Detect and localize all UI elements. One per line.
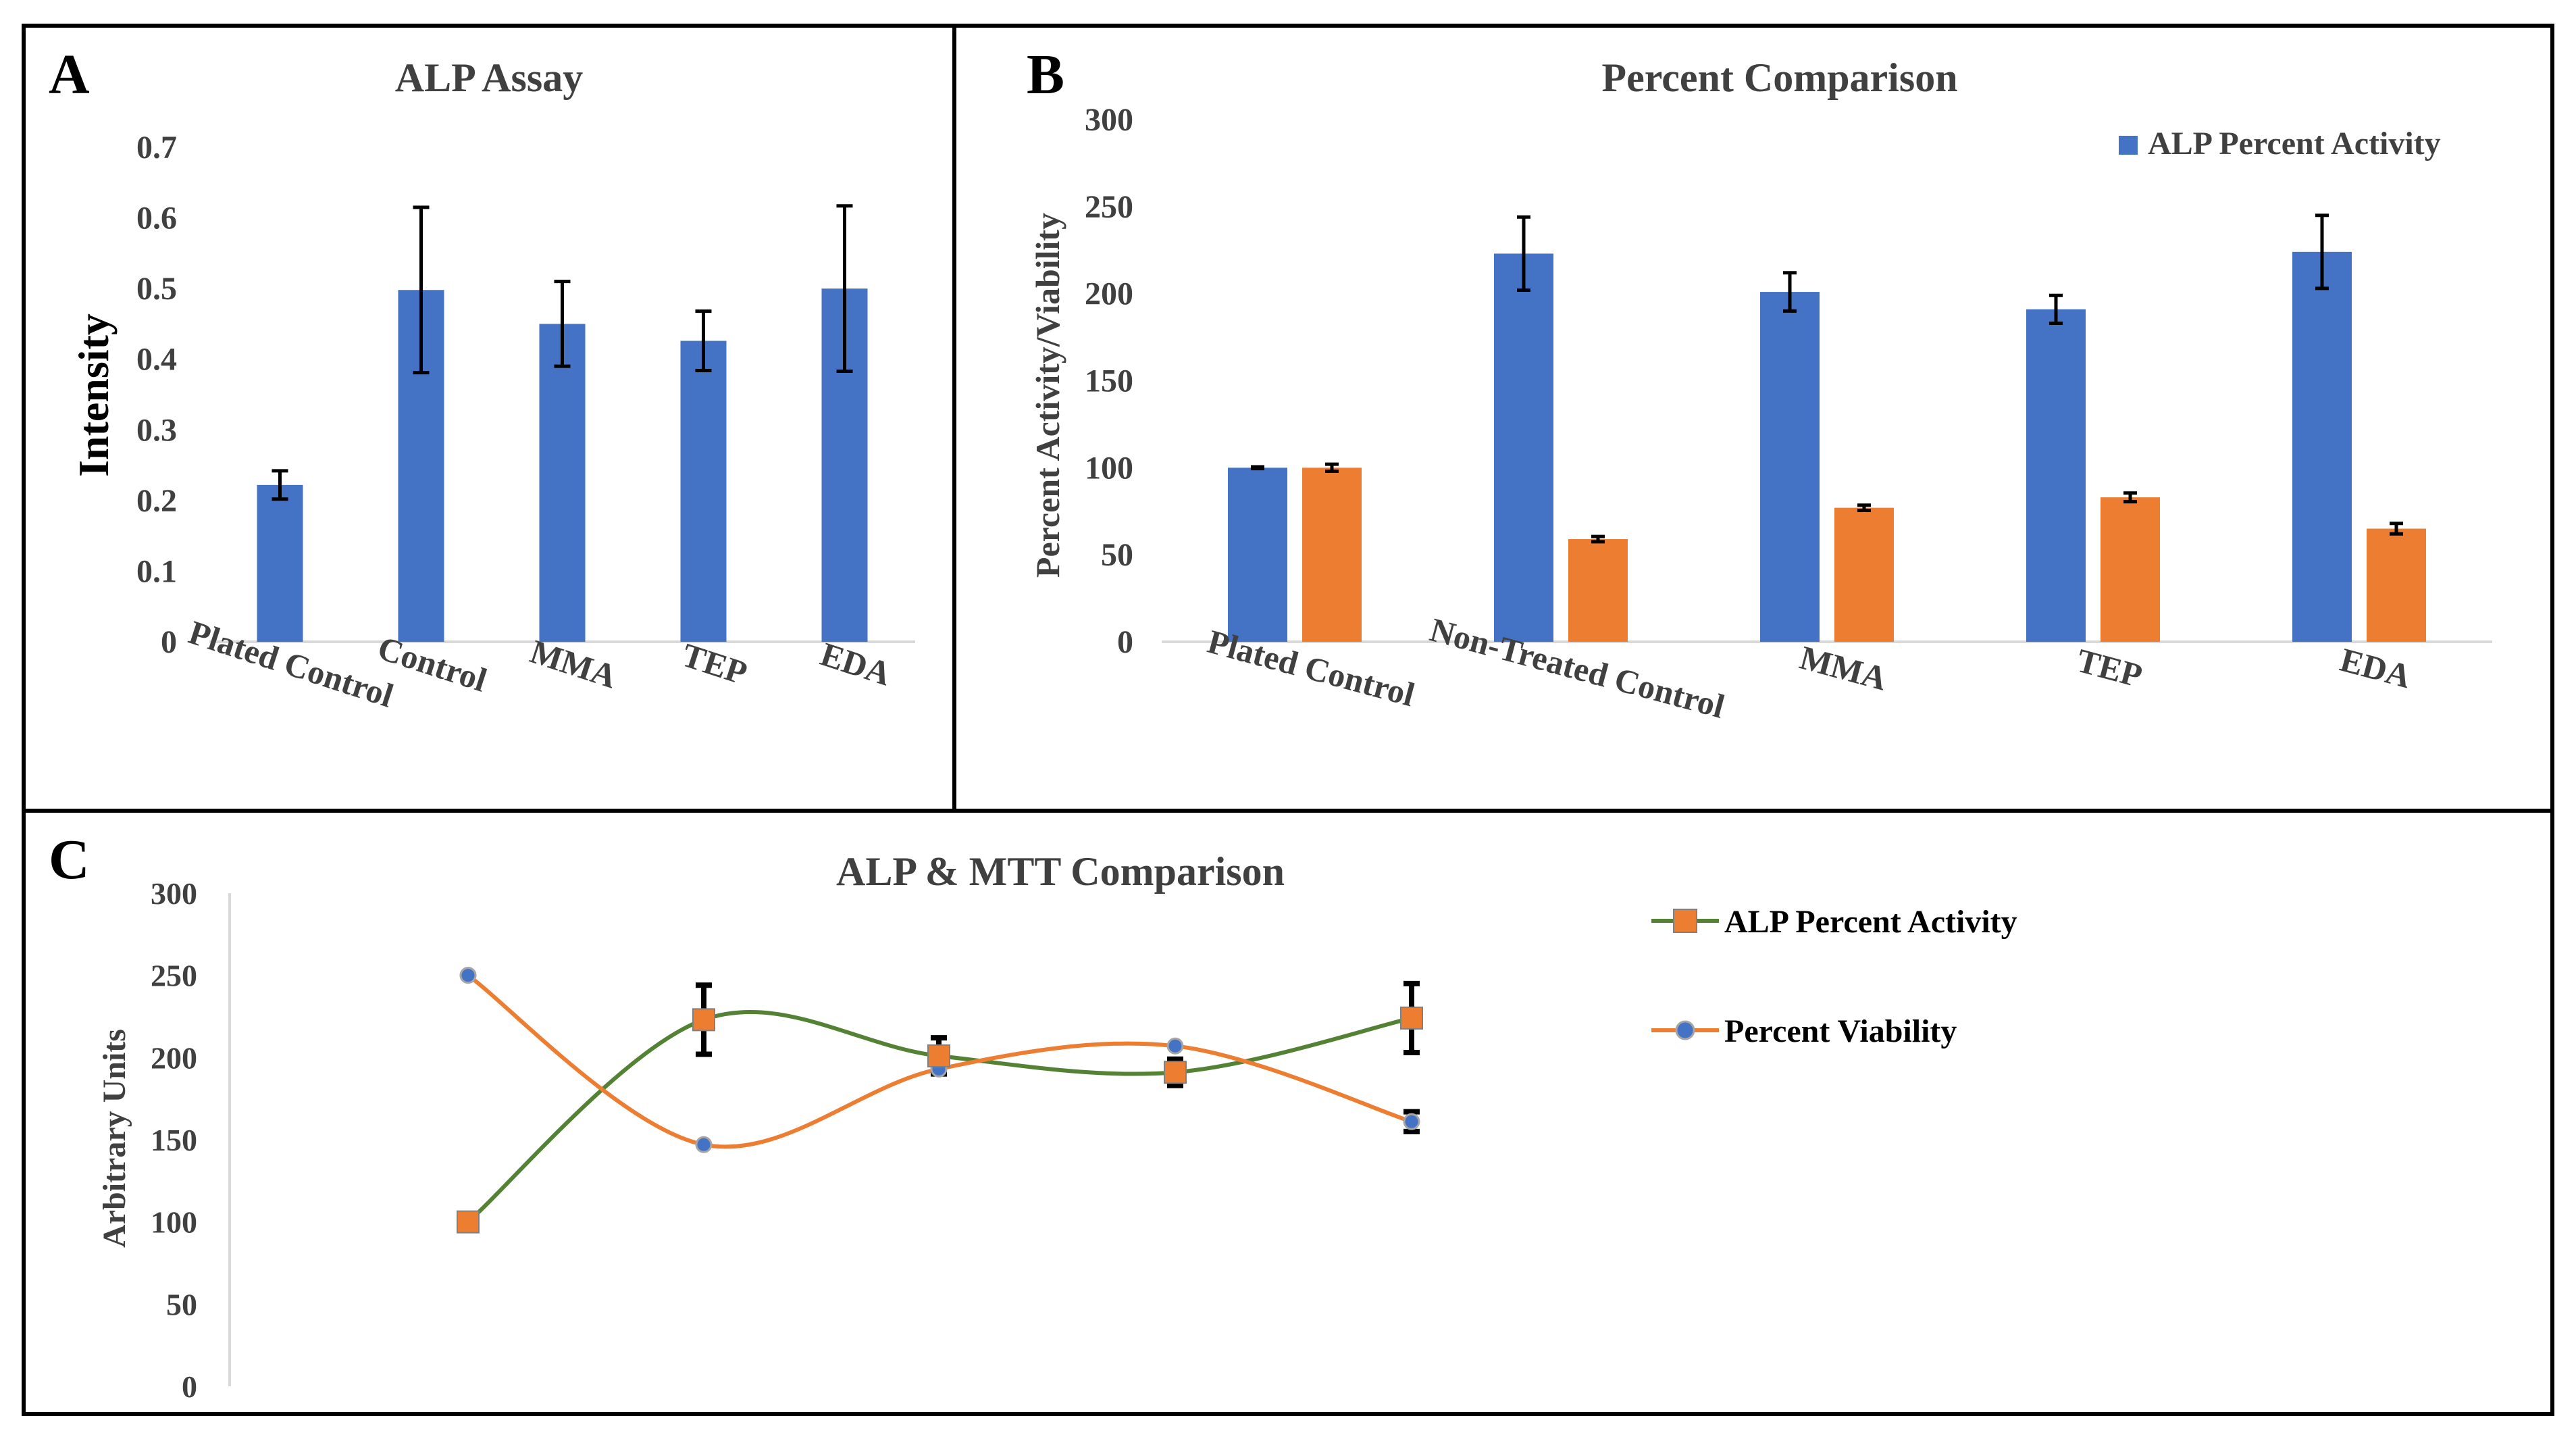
chart-c-y-ticks: 0 50 100 150 200 250 300 bbox=[151, 876, 197, 1404]
chart-c-ylabel: Arbitrary Units bbox=[97, 1029, 132, 1248]
chart-c-point-alp bbox=[1164, 1061, 1187, 1084]
chart-b-legend: ALP Percent Activity bbox=[2119, 126, 2441, 161]
chart-b-ytick-label: 100 bbox=[1085, 450, 1133, 486]
chart-a-bar bbox=[539, 324, 586, 642]
chart-b-error-bar bbox=[1591, 534, 1605, 544]
chart-a-error-bar bbox=[272, 469, 288, 501]
chart-c-ytick-label: 0 bbox=[182, 1369, 197, 1404]
chart-a-title: ALP Assay bbox=[395, 55, 583, 100]
chart-b-y-ticks: 0 50 100 150 200 250 300 bbox=[1085, 102, 1133, 660]
chart-c-ytick-label: 150 bbox=[151, 1123, 197, 1157]
chart-b-ytick-label: 50 bbox=[1101, 537, 1133, 573]
chart-b-bar-viability bbox=[2367, 528, 2426, 642]
chart-b-error-bar bbox=[2123, 491, 2137, 504]
chart-b-error-bar bbox=[2315, 213, 2329, 291]
chart-b-xtick-label: EDA bbox=[2336, 640, 2415, 695]
chart-b-title: Percent Comparison bbox=[1601, 55, 1957, 100]
chart-b-ytick-label: 250 bbox=[1085, 189, 1133, 225]
chart-a: 00.10.20.30.40.50.60.7 Plated ControlCon… bbox=[136, 130, 915, 715]
chart-c-point-alp bbox=[692, 1008, 715, 1032]
chart-c-ytick-label: 250 bbox=[151, 959, 197, 993]
chart-a-ylabel: Intensity bbox=[70, 313, 118, 477]
chart-a-ytick-label: 0.6 bbox=[136, 201, 177, 236]
chart-b-bars bbox=[1228, 213, 2426, 642]
chart-b-error-bar bbox=[2390, 522, 2403, 536]
chart-c-point-viability bbox=[459, 967, 477, 984]
chart-c-point-viability bbox=[695, 1136, 713, 1153]
chart-b-error-bar bbox=[1517, 215, 1530, 293]
chart-c-legend: ALP Percent Activity Percent Viability bbox=[1651, 904, 2017, 1049]
chart-c-point-alp bbox=[457, 1210, 480, 1234]
chart-b-bar-alp bbox=[1228, 468, 1287, 642]
chart-a-ytick-label: 0.2 bbox=[136, 483, 177, 519]
chart-a-ytick-label: 0.7 bbox=[136, 130, 177, 166]
chart-b-legend-label-alp: ALP Percent Activity bbox=[2148, 126, 2441, 161]
chart-a-error-bar bbox=[836, 204, 853, 373]
chart-b-xtick-label: TEP bbox=[2073, 641, 2146, 695]
chart-a-ytick-label: 0.5 bbox=[136, 271, 177, 307]
panel-b-letter: B bbox=[1027, 43, 1064, 106]
chart-c-legend-marker-viability bbox=[1675, 1020, 1695, 1040]
chart-a-ytick-label: 0 bbox=[161, 624, 177, 660]
chart-a-bars bbox=[257, 204, 868, 642]
chart-b-xtick-label: MMA bbox=[1796, 638, 1891, 698]
chart-c-legend-label-viability: Percent Viability bbox=[1724, 1013, 1957, 1049]
chart-b-error-bar bbox=[1325, 462, 1339, 473]
chart-a-error-bar bbox=[413, 205, 430, 375]
chart-b-bar-alp bbox=[1760, 292, 1820, 642]
chart-c-point-alp bbox=[927, 1044, 950, 1067]
chart-b-bar-alp bbox=[2292, 251, 2352, 642]
chart-b-bar-viability bbox=[2101, 497, 2160, 642]
chart-c-series bbox=[457, 967, 1423, 1234]
chart-b-bar-viability bbox=[1568, 538, 1628, 642]
chart-a-xtick-label: EDA bbox=[816, 635, 896, 693]
chart-b-legend-swatch-alp bbox=[2119, 136, 2138, 155]
chart-c: 0 50 100 150 200 250 300 ALP Percent Activity … bbox=[151, 876, 2017, 1404]
panel-a-letter: A bbox=[49, 43, 90, 106]
chart-a-error-bar bbox=[695, 309, 712, 372]
chart-c-legend-marker-alp bbox=[1673, 909, 1697, 933]
chart-a-xtick-label: TEP bbox=[677, 636, 752, 692]
chart-b-ytick-label: 150 bbox=[1085, 363, 1133, 399]
chart-a-bar bbox=[680, 340, 727, 642]
chart-b-error-bar bbox=[1857, 503, 1871, 512]
chart-c-ytick-label: 100 bbox=[151, 1205, 197, 1240]
chart-c-title: ALP & MTT Comparison bbox=[836, 849, 1285, 894]
chart-c-point-viability bbox=[1166, 1037, 1184, 1055]
chart-a-bar bbox=[257, 484, 303, 642]
chart-a-ytick-label: 0.3 bbox=[136, 412, 177, 448]
chart-b-bar-alp bbox=[2026, 309, 2086, 642]
chart-b-ylabel: Percent Activity/Viability bbox=[1029, 213, 1066, 578]
chart-c-ytick-label: 300 bbox=[151, 876, 197, 911]
chart-c-point-alp bbox=[1400, 1006, 1423, 1030]
chart-b-error-bar bbox=[2049, 293, 2063, 325]
chart-c-point-viability bbox=[1403, 1113, 1420, 1130]
chart-a-error-bar bbox=[554, 280, 571, 368]
chart-a-y-ticks: 0 0.1 0.2 0.3 0.4 0.5 0.6 0.7 bbox=[136, 130, 177, 660]
chart-a-ytick-label: 0.1 bbox=[136, 553, 177, 589]
chart-b-error-bar bbox=[1251, 465, 1264, 471]
panel-c-letter: C bbox=[49, 828, 90, 891]
chart-a-ytick-label: 0.4 bbox=[136, 342, 177, 378]
chart-c-ytick-label: 50 bbox=[166, 1287, 197, 1321]
chart-b-bar-viability bbox=[1302, 468, 1362, 642]
chart-c-legend-label-alp: ALP Percent Activity bbox=[1724, 904, 2017, 940]
chart-b-ytick-label: 0 bbox=[1117, 624, 1133, 660]
panel-c-frame bbox=[22, 809, 2554, 1416]
chart-b-ytick-label: 200 bbox=[1085, 276, 1133, 312]
chart-b-bar-viability bbox=[1834, 507, 1894, 642]
chart-b-ytick-label: 300 bbox=[1085, 102, 1133, 138]
chart-b-error-bar bbox=[1783, 271, 1797, 313]
chart-b-bar-alp bbox=[1494, 253, 1553, 642]
chart-c-ytick-label: 200 bbox=[151, 1040, 197, 1075]
